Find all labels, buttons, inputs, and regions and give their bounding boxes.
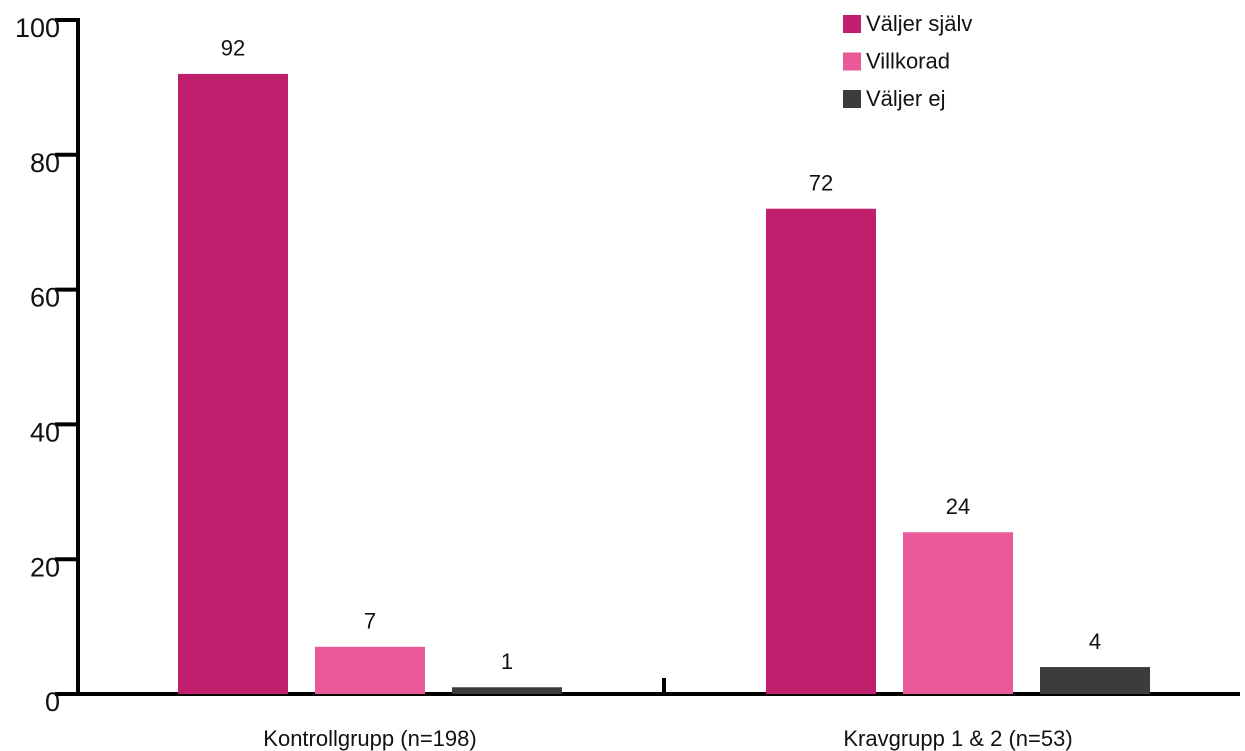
- value-label: 72: [809, 171, 833, 196]
- bar: [452, 687, 562, 694]
- value-label: 4: [1089, 629, 1101, 654]
- y-tick-label: 100: [15, 13, 60, 43]
- bar: [903, 532, 1013, 694]
- y-tick-label: 0: [45, 687, 60, 717]
- legend-swatch: [843, 15, 861, 33]
- bar: [766, 208, 876, 694]
- y-tick-label: 60: [30, 283, 60, 313]
- value-label: 7: [364, 609, 376, 634]
- y-tick-label: 40: [30, 418, 60, 448]
- y-tick-label: 20: [30, 552, 60, 582]
- value-label: 92: [221, 36, 245, 61]
- value-label: 1: [501, 649, 513, 674]
- legend-label: Villkorad: [866, 48, 950, 73]
- legend-label: Väljer ej: [866, 86, 945, 111]
- bar: [315, 646, 425, 694]
- y-tick-label: 80: [30, 148, 60, 178]
- legend-label: Väljer själv: [866, 11, 972, 36]
- legend-swatch: [843, 52, 861, 71]
- legend-swatch: [843, 90, 861, 108]
- x-tick-label: Kravgrupp 1 & 2 (n=53): [843, 726, 1072, 751]
- value-label: 24: [946, 494, 970, 519]
- bar: [1040, 667, 1150, 694]
- x-tick-label: Kontrollgrupp (n=198): [263, 726, 476, 751]
- bar: [178, 73, 288, 695]
